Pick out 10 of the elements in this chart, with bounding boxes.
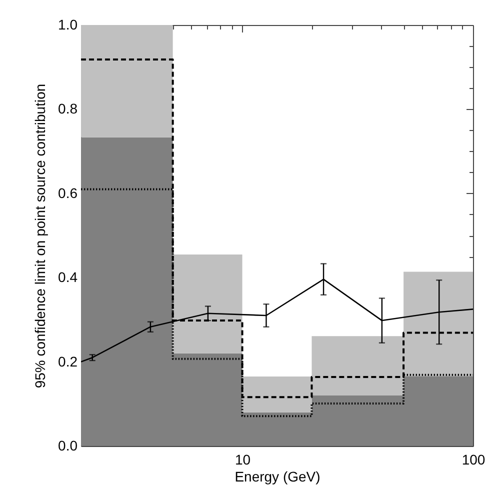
- y-tick-label: 0.8: [58, 100, 78, 117]
- y-axis-title: 95% confidence limit on point source contribution: [32, 84, 48, 388]
- y-tick-label: 1.0: [58, 16, 78, 32]
- y-tick-label: 0.6: [58, 184, 78, 201]
- y-tick-label: 0.0: [58, 438, 78, 454]
- x-axis-title: Energy (GeV): [234, 468, 320, 484]
- x-tick-label: 100: [462, 452, 486, 468]
- y-tick-label: 0.2: [58, 353, 78, 370]
- y-tick-label: 0.4: [58, 269, 78, 286]
- x-tick-label: 10: [234, 452, 251, 468]
